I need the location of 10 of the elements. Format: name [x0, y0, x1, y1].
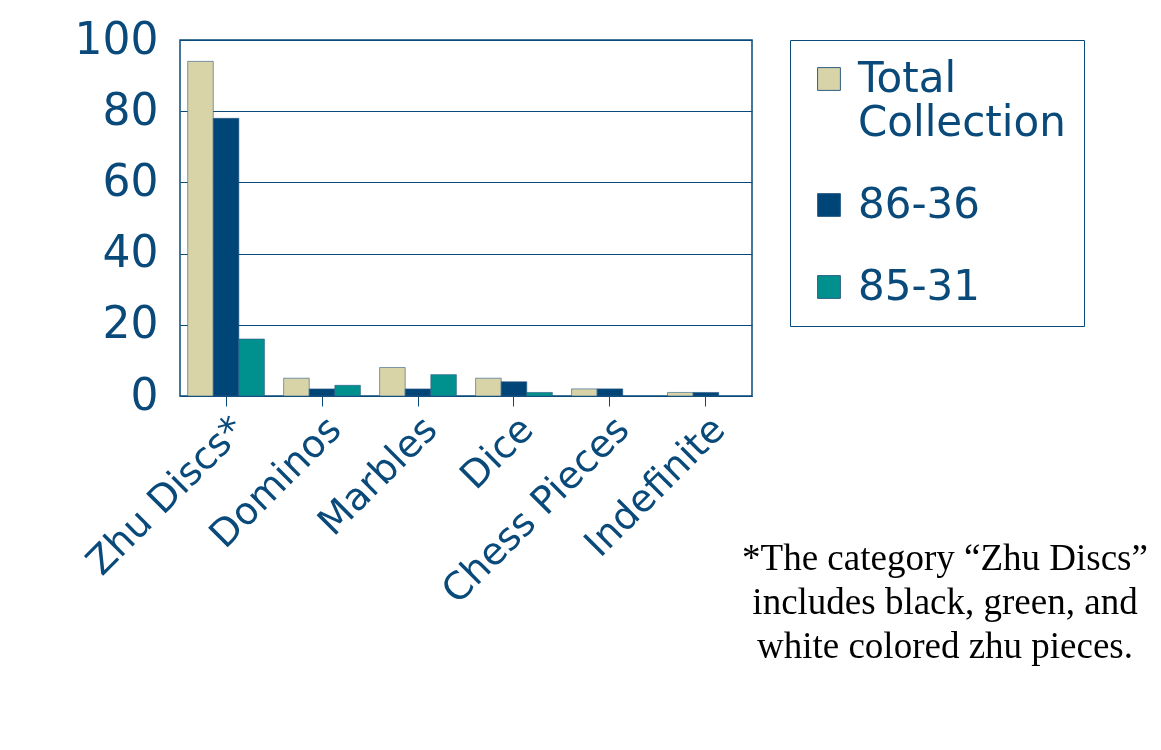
legend-label: 86-36 — [858, 179, 981, 228]
y-tick-label: 60 — [102, 154, 159, 206]
legend-label: Total Collection — [857, 53, 1066, 146]
y-tick-label: 100 — [74, 12, 159, 64]
legend-label: 85-31 — [858, 261, 981, 310]
y-tick-label: 20 — [102, 297, 159, 349]
y-tick-label: 80 — [102, 83, 159, 135]
y-tick-label: 0 — [130, 368, 159, 420]
text: *The category “Zhu Discs” includes black, green, and white colored zhu pieces. — [742, 537, 1148, 666]
y-tick-label: 40 — [102, 226, 159, 278]
